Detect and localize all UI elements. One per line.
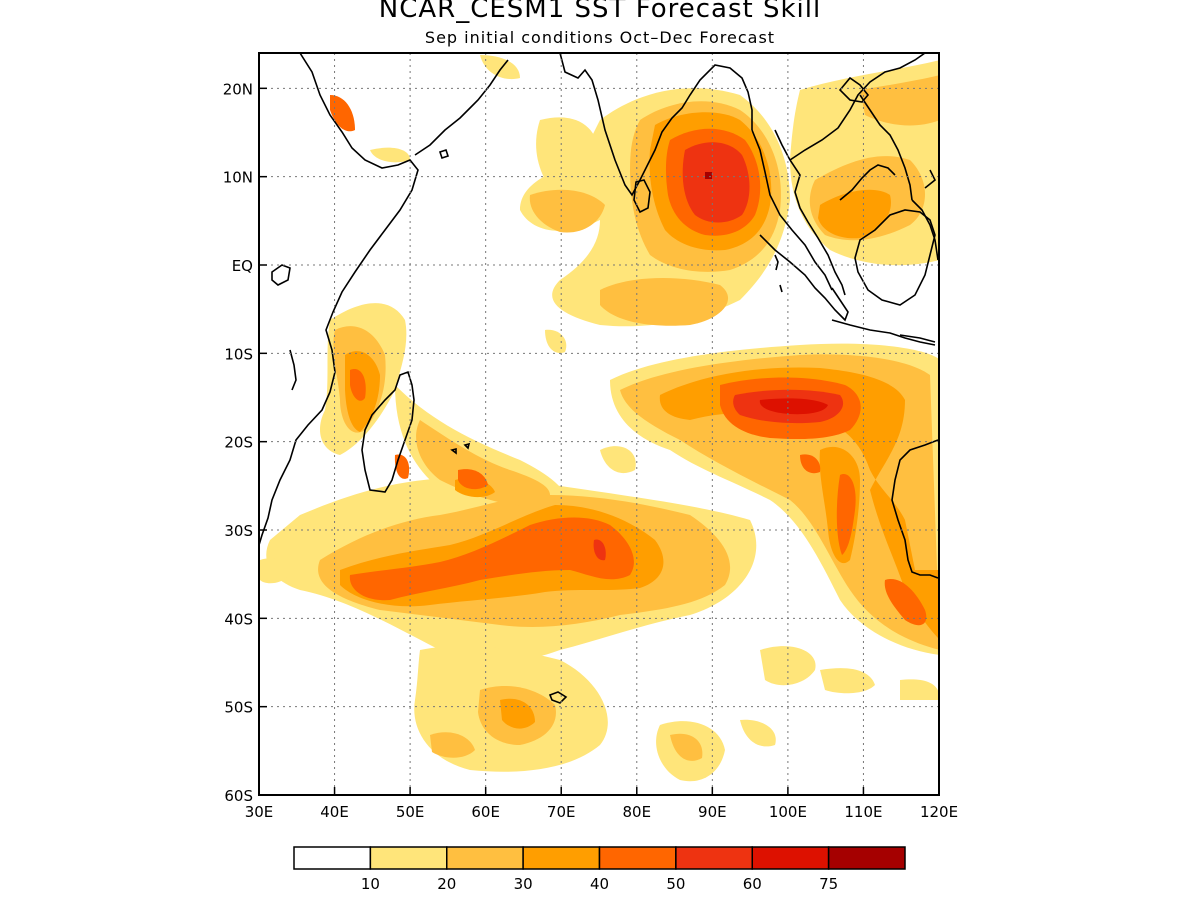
lon-axis: 30E 40E 50E 60E 70E 80E 90E 100E 110E 120E <box>245 787 958 821</box>
coast-mozambique-channel <box>289 349 297 391</box>
coast-arabia-south <box>414 59 509 156</box>
lon-tick-label: 60E <box>471 803 500 821</box>
colorbar: 10 20 30 40 50 60 75 <box>293 846 906 893</box>
coast-sumatra <box>759 234 849 322</box>
lat-tick-label: 50S <box>224 699 253 717</box>
colorbar-label: 50 <box>666 875 685 893</box>
lat-tick-label: 40S <box>224 610 253 628</box>
colorbar-swatch <box>522 846 601 870</box>
coast-socotra <box>438 148 450 160</box>
colorbar-swatch <box>827 846 906 870</box>
lat-tick-label: 60S <box>224 787 253 805</box>
colorbar-swatch <box>751 846 830 870</box>
coastlines <box>259 53 939 704</box>
skill-band-75-plus <box>705 172 712 179</box>
coast-australia <box>891 439 939 579</box>
lon-tick-label: 80E <box>622 803 651 821</box>
lat-tick-label: 20N <box>223 80 253 98</box>
coast-mauritius <box>450 447 457 455</box>
coast-sri-island <box>271 264 291 286</box>
coast-burma-malay <box>774 129 846 296</box>
lon-tick-label: 70E <box>547 803 576 821</box>
coast-andaman <box>774 254 779 271</box>
skill-band-60-75 <box>759 398 828 415</box>
lon-tick-label: 100E <box>769 803 807 821</box>
coast-east-asia-top <box>838 76 870 103</box>
map-frame <box>258 52 940 796</box>
coast-india <box>559 53 753 197</box>
coast-vietnam-south <box>859 94 913 201</box>
colorbar-label: 75 <box>819 875 838 893</box>
lat-tick-label: 10S <box>224 345 253 363</box>
coast-indochina <box>789 53 926 161</box>
lon-tick-label: 90E <box>698 803 727 821</box>
colorbar-label: 10 <box>361 875 380 893</box>
coast-lesser-sunda <box>899 334 936 343</box>
coast-burma-west <box>751 129 833 291</box>
colorbar-swatch <box>293 846 372 870</box>
colorbar-swatch <box>446 846 524 870</box>
lon-tick-label: 40E <box>320 803 349 821</box>
lat-tick-label: 10N <box>223 169 253 187</box>
map-title: NCAR_CESM1 SST Forecast Skill <box>378 0 822 24</box>
colorbar-label: 20 <box>437 875 456 893</box>
map-gridlines <box>259 53 939 795</box>
coast-sulawesi <box>911 199 939 261</box>
coast-philippines <box>924 169 937 189</box>
coast-reunion <box>463 442 471 450</box>
lon-tick-label: 110E <box>844 803 882 821</box>
lon-tick-label: 50E <box>396 803 425 821</box>
coast-nicobar <box>779 284 783 293</box>
lon-tick-label: 30E <box>245 803 274 821</box>
coast-sri-lanka <box>633 179 651 214</box>
colorbar-swatch <box>675 846 753 870</box>
colorbar-label: 60 <box>743 875 762 893</box>
lat-axis: 20N 10N EQ 10S 20S 30S 40S 50S 60S <box>223 80 267 805</box>
coast-kerguelen <box>548 691 568 704</box>
skill-band-50-60 <box>593 142 844 561</box>
lat-tick-label: 30S <box>224 522 253 540</box>
coast-java <box>831 319 936 346</box>
colorbar-label: 30 <box>514 875 533 893</box>
coast-madagascar <box>361 370 415 493</box>
lat-tick-label: EQ <box>232 257 253 275</box>
colorbar-swatch <box>369 846 448 870</box>
map-subtitle: Sep initial conditions Oct–Dec Forecast <box>424 28 776 47</box>
lon-tick-label: 120E <box>920 803 958 821</box>
skill-shading <box>260 55 939 782</box>
colorbar-swatch <box>598 846 677 870</box>
colorbar-label: 40 <box>590 875 609 893</box>
coast-arabia-africa <box>259 53 419 546</box>
lat-tick-label: 20S <box>224 434 253 452</box>
coast-gulf-thailand <box>839 164 896 201</box>
